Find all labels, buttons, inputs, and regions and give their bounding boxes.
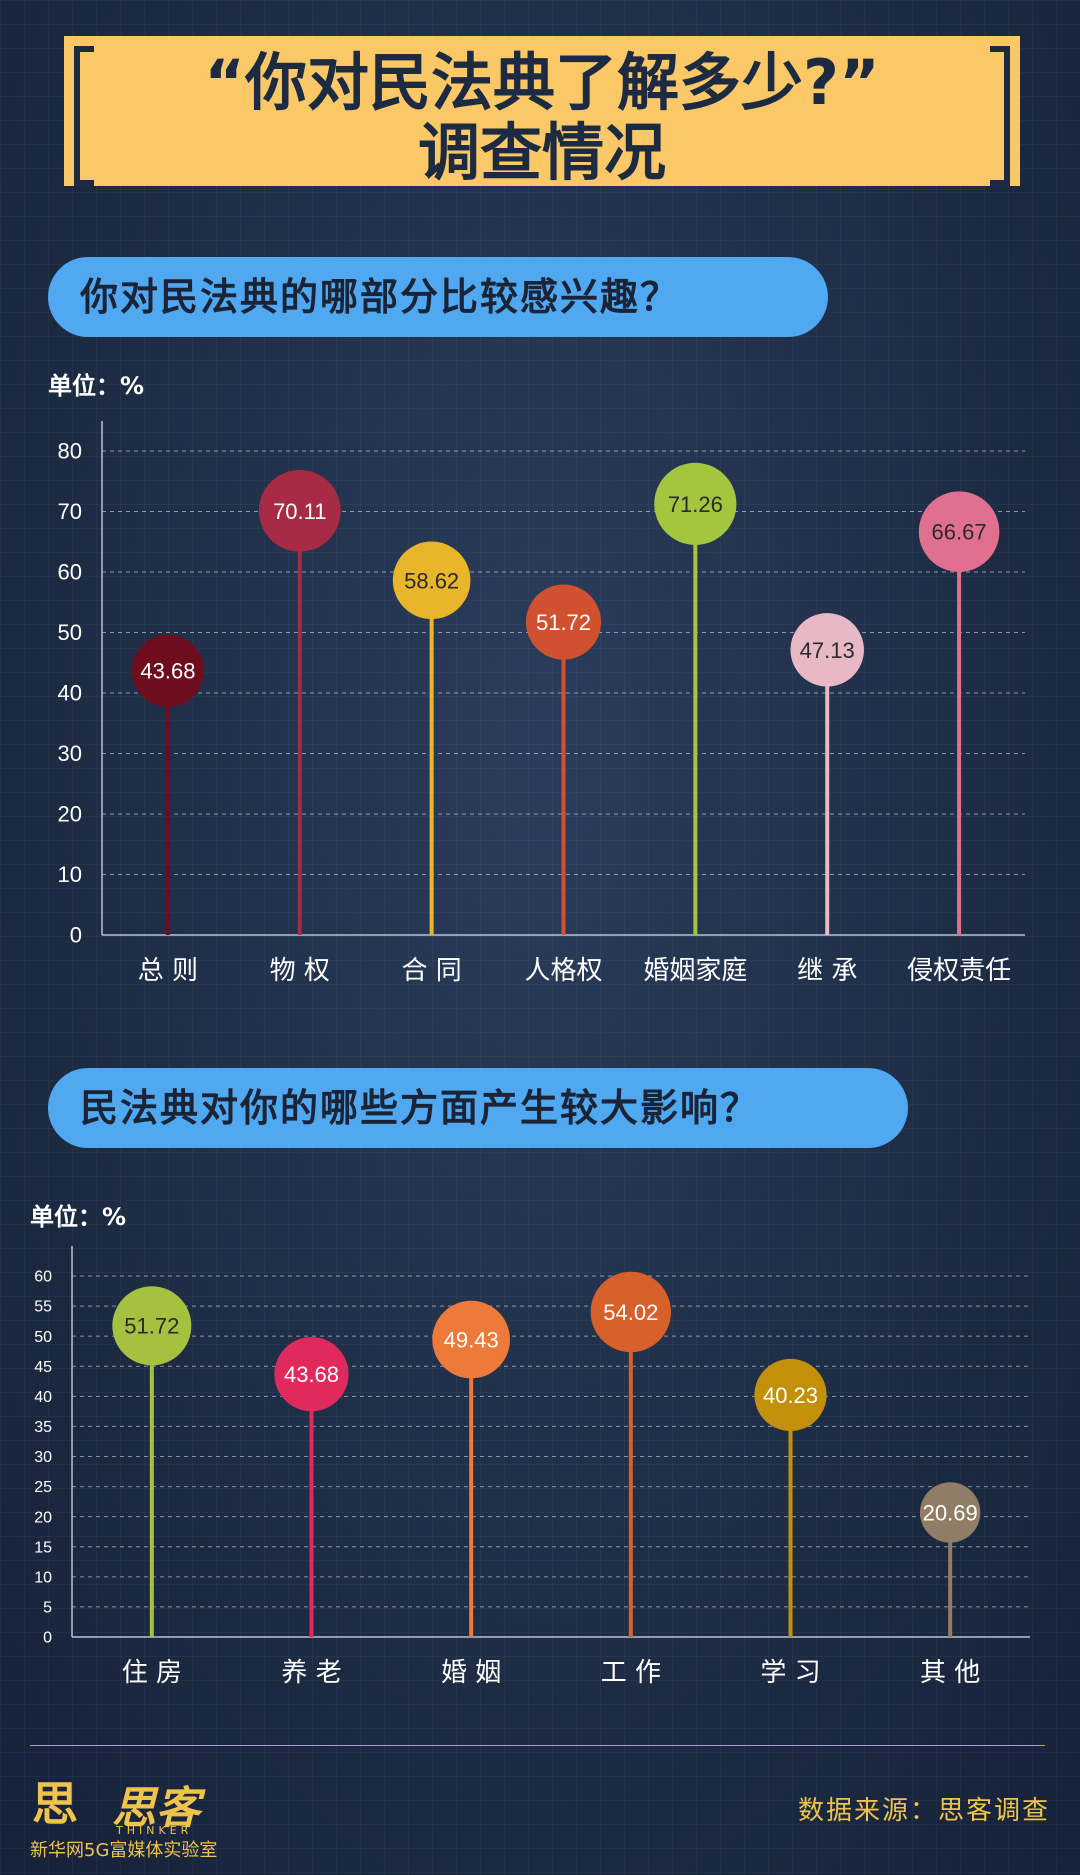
category-label: 养 老 [281,1658,341,1688]
y-tick-label: 70 [58,499,82,524]
logo-mark-icon: 思 [32,1777,78,1831]
data-label: 20.69 [923,1500,978,1525]
y-tick-label: 10 [58,862,82,887]
lollipop-bubble [919,1482,981,1543]
y-tick-label: 55 [34,1299,52,1316]
y-tick-label: 5 [43,1600,52,1617]
category-label: 婚姻家庭 [643,956,747,986]
y-tick-label: 15 [34,1539,52,1556]
chart1-lollipop: 0 10 20 30 40 50 60 70 80 43.68 总 则 70.11 物 权 58.62 合 … [58,421,1025,986]
logo-name: 思客 [112,1783,200,1834]
data-label: 66.67 [932,520,987,545]
y-tick-label: 35 [34,1419,52,1436]
title-banner: “你对民法典了解多少?” 调查情况 [64,36,1020,186]
lollipop-bubble [654,462,737,545]
right-bracket [990,46,1010,186]
data-label: 49.43 [444,1328,499,1353]
lollipop-bubble [790,613,864,687]
chart2-lollipop: 0 5 10 15 20 25 30 35 40 45 50 55 60 51.72 住 房 43.68 养 老… [34,1246,1030,1688]
y-tick-label: 25 [34,1479,52,1496]
category-label: 物 权 [270,956,330,986]
lollipop-bubble [274,1337,349,1412]
lollipop-bubble [525,584,602,660]
y-tick-label: 50 [34,1329,52,1346]
y-tick-label: 30 [58,741,82,766]
page-title-line1: “你对民法典了解多少?” [204,46,880,119]
y-tick-label: 80 [58,439,82,464]
data-label: 43.68 [284,1362,339,1387]
category-label: 总 则 [138,956,198,986]
y-tick-label: 0 [43,1630,52,1647]
lollipop-bubble [112,1286,192,1366]
data-source: 数据来源：思客调查 [797,1796,1050,1826]
y-tick-label: 10 [34,1569,52,1586]
data-label: 71.26 [668,492,723,517]
y-tick-label: 20 [34,1509,52,1526]
y-tick-label: 60 [34,1269,52,1286]
data-label: 51.72 [124,1314,179,1339]
y-tick-label: 50 [58,620,82,645]
category-label: 婚 姻 [441,1658,501,1688]
y-tick-label: 40 [34,1389,52,1406]
y-tick-label: 20 [58,802,82,827]
category-label: 人格权 [524,956,602,986]
logo-subtitle: 新华网5G富媒体实验室 [30,1840,218,1861]
lollipop-bubble [258,469,341,552]
lollipop-bubble [392,541,471,620]
y-tick-label: 45 [34,1359,52,1376]
category-label: 继 承 [797,956,857,986]
category-label: 侵权责任 [907,956,1011,986]
y-tick-label: 60 [58,560,82,585]
footer-divider [30,1745,1045,1746]
chart1-question: 你对民法典的哪部分比较感兴趣？ [48,257,828,337]
lollipop-bubble [754,1358,827,1432]
y-tick-label: 30 [34,1449,52,1466]
data-label: 47.13 [800,638,855,663]
data-label: 40.23 [763,1383,818,1408]
data-label: 54.02 [603,1300,658,1325]
category-label: 合 同 [402,956,462,986]
y-tick-label: 0 [70,923,82,948]
category-label: 其 他 [920,1658,980,1688]
page-title-line2: 调查情况 [417,116,666,189]
chart2-question: 民法典对你的哪些方面产生较大影响？ [48,1068,908,1148]
category-label: 住 房 [122,1658,182,1688]
y-tick-label: 40 [58,681,82,706]
left-bracket [74,46,94,186]
thinker-logo: 思 思客 THINKER 新华网5G富媒体实验室 [28,1768,228,1861]
data-label: 70.11 [273,499,326,524]
logo-english: THINKER [116,1824,193,1837]
lollipop-bubble [432,1300,510,1379]
data-label: 58.62 [404,568,459,593]
lollipop-bubble [590,1271,672,1353]
data-label: 51.72 [536,610,591,635]
chart2-unit-label: 单位：% [30,1203,127,1231]
category-label: 学 习 [760,1658,820,1688]
category-label: 工 作 [601,1658,661,1688]
data-label: 43.68 [140,659,195,684]
chart1-unit-label: 单位：% [48,372,145,400]
lollipop-bubble [131,634,205,707]
lollipop-bubble [918,491,1000,572]
